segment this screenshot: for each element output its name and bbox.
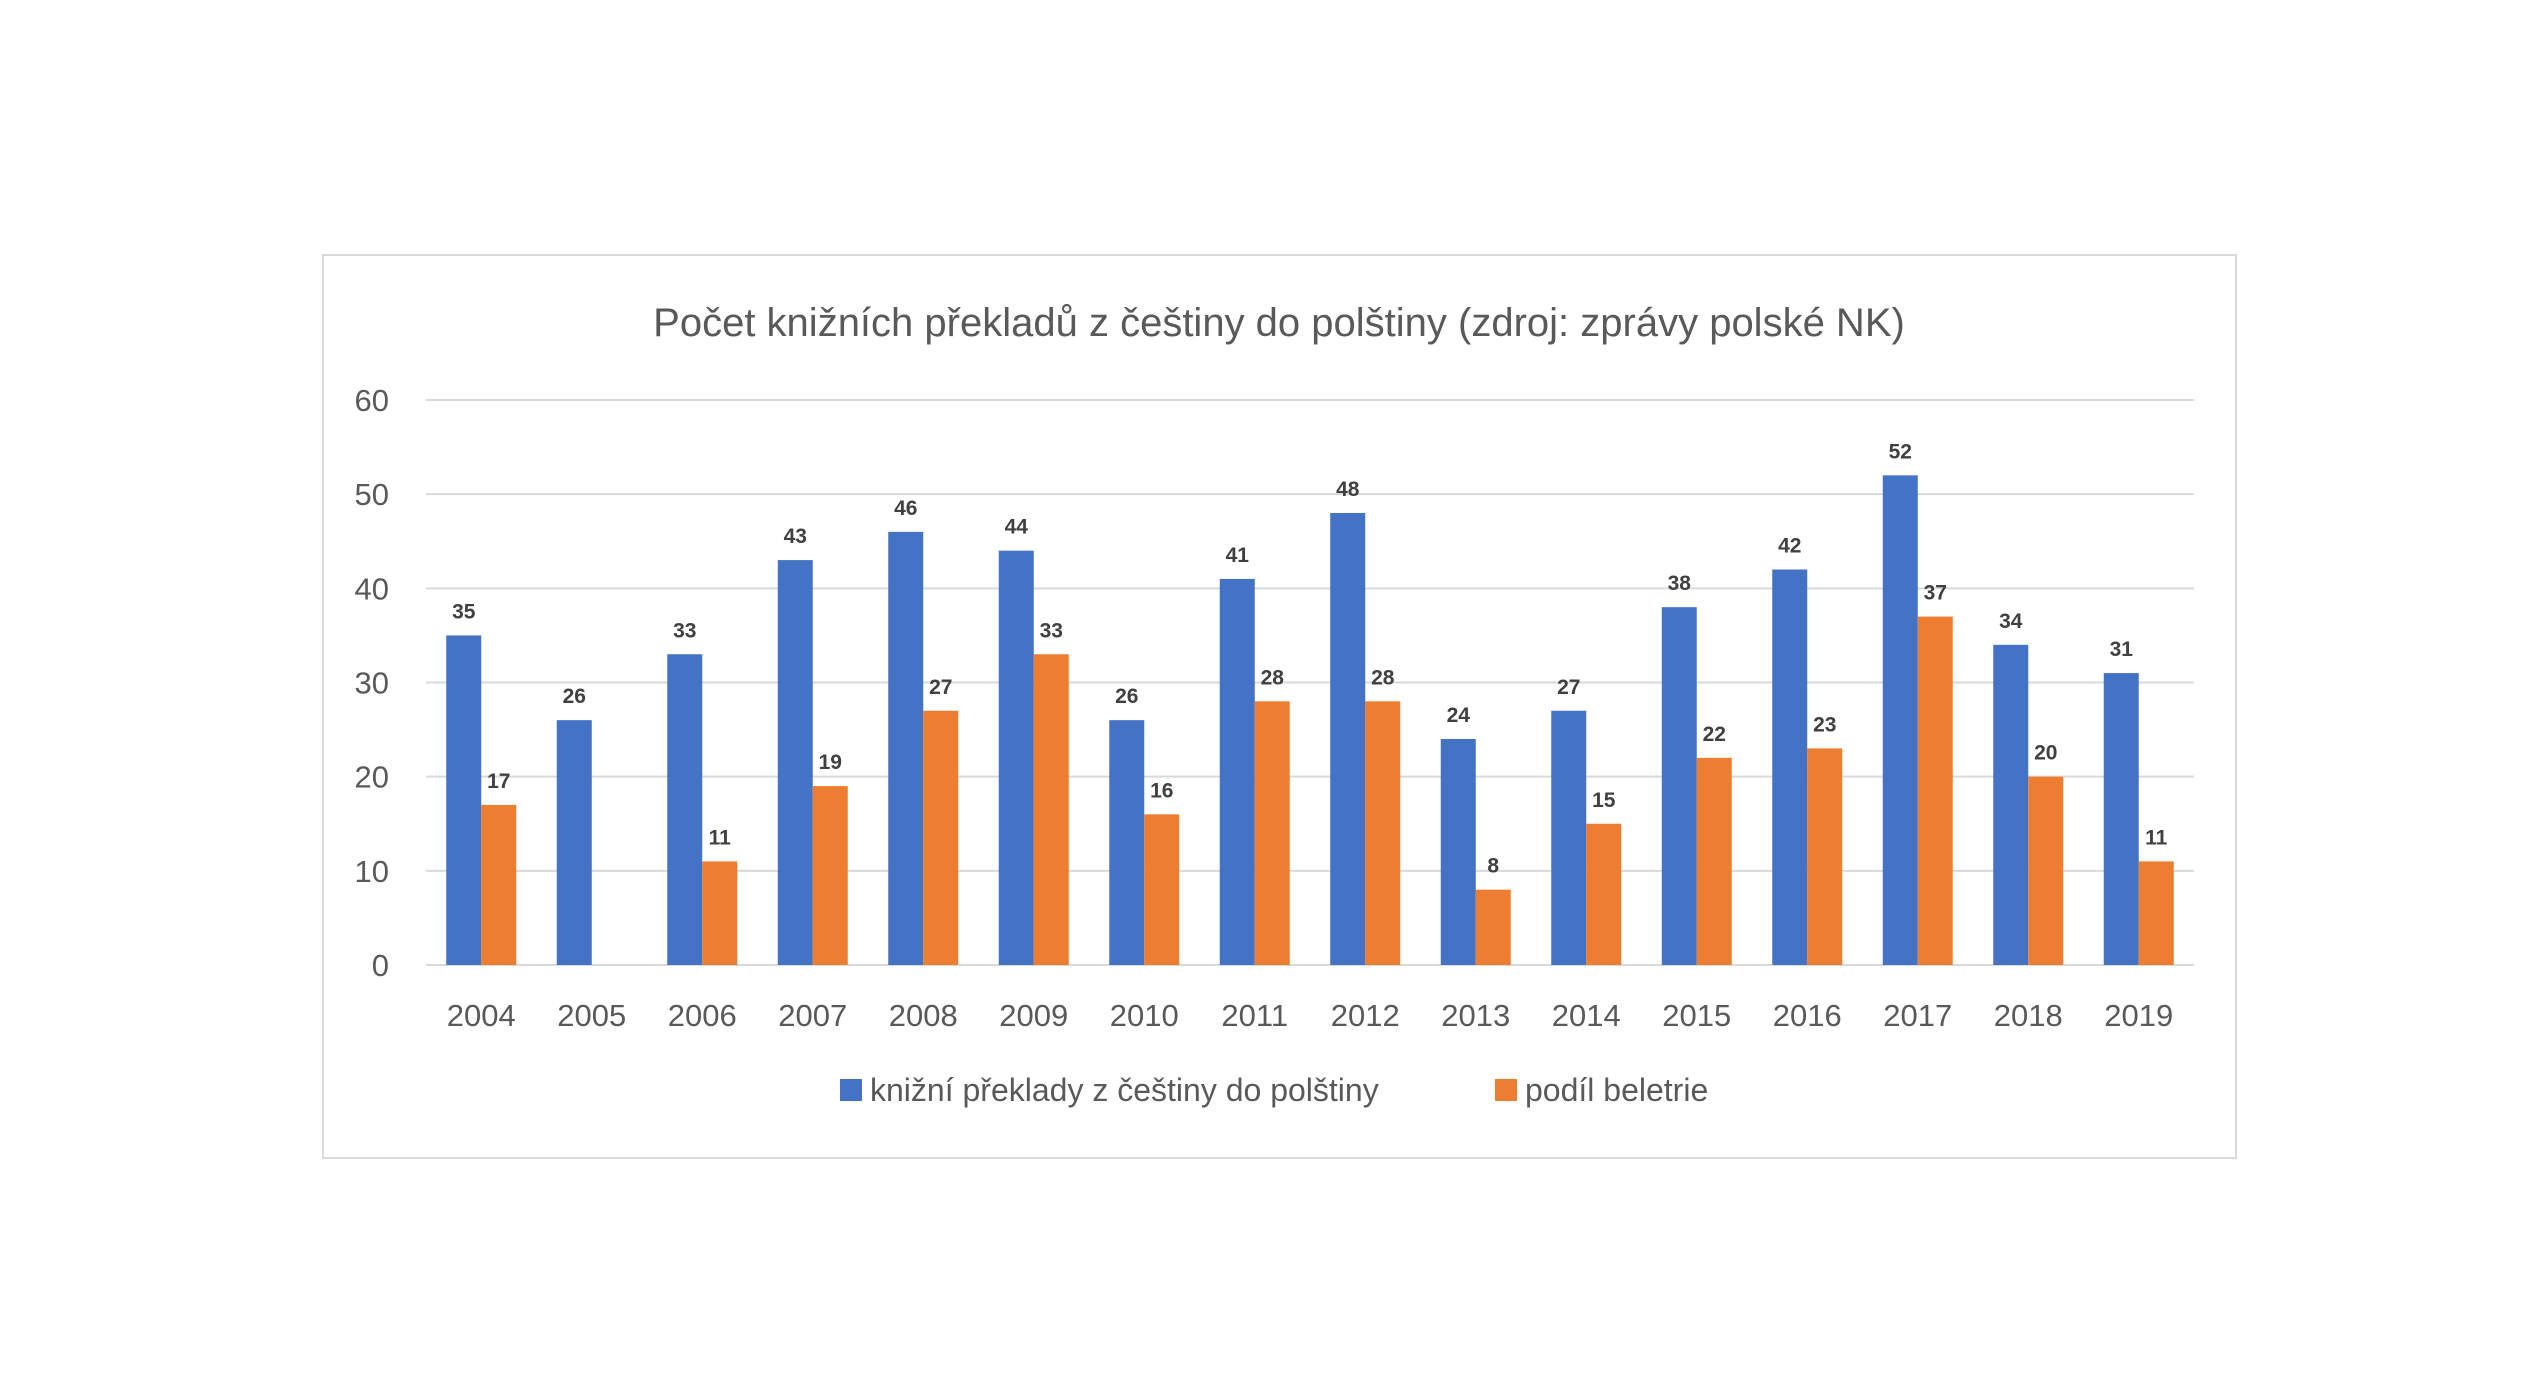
bar	[998, 550, 1034, 965]
data-label: 20	[2034, 742, 2057, 765]
x-tick-label: 2017	[1883, 998, 1952, 1033]
legend-label: knižní překlady z češtiny do polštiny	[870, 1072, 1379, 1108]
data-label: 16	[1150, 779, 1173, 802]
data-label: 11	[709, 826, 732, 849]
chart-frame: Počet knižních překladů z češtiny do pol…	[322, 254, 2237, 1159]
bar	[2103, 673, 2139, 965]
y-tick-label: 50	[355, 477, 389, 512]
bar	[1330, 513, 1366, 965]
data-label: 24	[1447, 704, 1471, 727]
bar	[1993, 644, 2029, 965]
bar	[1772, 569, 1808, 965]
data-label: 41	[1226, 544, 1250, 567]
bars	[446, 475, 2174, 965]
x-tick-label: 2004	[447, 998, 516, 1033]
bar	[1219, 578, 1255, 965]
y-tick-label: 20	[355, 760, 389, 795]
bar	[777, 560, 813, 965]
data-label: 23	[1813, 713, 1836, 736]
bar	[1440, 739, 1476, 965]
bar	[1882, 475, 1918, 965]
data-label: 35	[452, 600, 476, 623]
data-label: 27	[1557, 676, 1580, 699]
bar	[1807, 748, 1843, 965]
bar	[1586, 823, 1622, 965]
data-label: 22	[1703, 723, 1726, 746]
data-label: 38	[1668, 572, 1692, 595]
x-tick-label: 2005	[557, 998, 626, 1033]
bar	[481, 804, 517, 965]
x-tick-label: 2012	[1331, 998, 1400, 1033]
data-label: 33	[673, 619, 696, 642]
bar	[1109, 720, 1145, 965]
data-label: 17	[487, 770, 510, 793]
bar	[1661, 607, 1697, 965]
x-tick-label: 2006	[668, 998, 737, 1033]
bar	[702, 861, 738, 965]
x-tick-label: 2019	[2104, 998, 2173, 1033]
data-label: 11	[2145, 826, 2168, 849]
data-label: 34	[1999, 610, 2023, 633]
x-tick-label: 2016	[1773, 998, 1842, 1033]
bar	[2028, 776, 2064, 965]
x-tick-label: 2008	[889, 998, 958, 1033]
x-tick-label: 2011	[1221, 998, 1288, 1033]
data-label: 42	[1778, 535, 1801, 558]
x-tick-label: 2009	[999, 998, 1068, 1033]
data-label: 8	[1487, 855, 1499, 878]
bar	[556, 720, 592, 965]
legend-label: podíl beletrie	[1525, 1072, 1708, 1108]
data-label: 33	[1040, 619, 1063, 642]
bar	[446, 635, 482, 965]
y-tick-label: 60	[355, 383, 389, 418]
bar	[1033, 654, 1069, 965]
x-tick-label: 2013	[1441, 998, 1510, 1033]
bar	[923, 710, 959, 965]
y-tick-label: 40	[355, 571, 389, 606]
y-tick-label: 10	[355, 854, 389, 889]
bar	[1144, 814, 1180, 965]
data-label: 52	[1889, 440, 1912, 463]
data-label: 26	[563, 685, 586, 708]
legend-swatch	[1495, 1079, 1517, 1101]
bar	[667, 654, 703, 965]
bar	[812, 786, 848, 965]
bar	[2138, 861, 2174, 965]
chart-title: Počet knižních překladů z češtiny do pol…	[653, 301, 1905, 345]
x-tick-label: 2010	[1110, 998, 1179, 1033]
x-tick-label: 2015	[1662, 998, 1731, 1033]
bar	[1365, 701, 1401, 965]
data-label: 19	[819, 751, 842, 774]
bar-chart: Počet knižních překladů z češtiny do pol…	[355, 301, 2194, 1108]
x-tick-label: 2018	[1994, 998, 2063, 1033]
bar	[1551, 710, 1587, 965]
data-label: 44	[1005, 516, 1029, 539]
data-labels: 35 17 26 33 11 43 19 46 27 44 33 26 16 41 28 48 28 24 8 27 1…	[452, 440, 2168, 877]
data-label: 43	[784, 525, 807, 548]
data-label: 28	[1371, 666, 1395, 689]
data-label: 26	[1115, 685, 1138, 708]
data-label: 37	[1924, 582, 1947, 605]
bar	[1475, 889, 1511, 965]
data-label: 27	[929, 676, 952, 699]
y-tick-label: 30	[355, 666, 389, 701]
bar	[1254, 701, 1290, 965]
data-label: 46	[894, 497, 917, 520]
data-label: 31	[2110, 638, 2134, 661]
data-label: 48	[1336, 478, 1360, 501]
x-tick-label: 2007	[778, 998, 847, 1033]
bar	[888, 531, 924, 965]
x-tick-label: 2014	[1552, 998, 1621, 1033]
bar	[1917, 616, 1953, 965]
y-tick-label: 0	[372, 948, 389, 983]
legend: knižní překlady z češtiny do polštiny pod…	[840, 1072, 1708, 1108]
legend-swatch	[840, 1079, 862, 1101]
bar	[1696, 757, 1732, 965]
data-label: 15	[1592, 789, 1616, 812]
data-label: 28	[1261, 666, 1285, 689]
